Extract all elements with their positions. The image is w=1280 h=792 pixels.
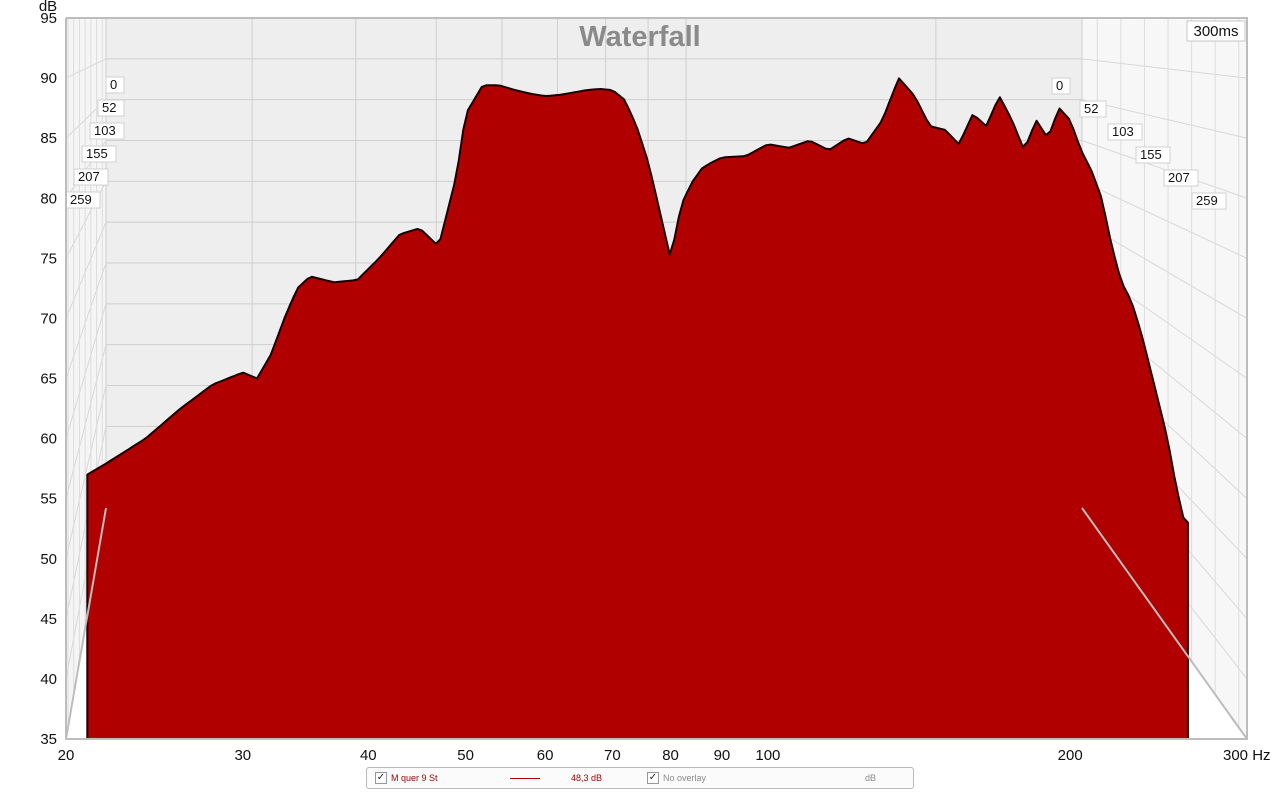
y-tick-label: 80 [40,190,57,207]
depth-axis-labels: 0 0 52 52 103 103 155 155 207 207 259 259 [65,76,1227,210]
measurement-line-swatch [510,778,540,779]
x-tick-label: 20 [58,747,75,764]
depth-label-box [1163,169,1199,187]
depth-label-box [1107,123,1143,141]
measurement-level: 48,3 dB [571,773,603,783]
depth-label-box [1079,100,1107,118]
depth-label: 207 [1168,170,1190,185]
grid-line [65,221,107,319]
grid-line [65,344,107,499]
overlay-unit: dB [865,773,877,783]
depth-label-box [81,145,117,163]
x-tick-label: 90 [714,747,731,764]
x-tick-label: 50 [457,747,474,764]
waterfall-slices [86,77,1189,740]
y-tick-label: 90 [40,70,57,87]
waterfall-slice [86,77,1189,740]
measurement-checkbox[interactable]: ✓ [375,772,387,784]
x-tick-label: 100 [755,747,780,764]
y-tick-label: 60 [40,431,57,448]
y-tick-label: 70 [40,310,57,327]
depth-label-box [1051,77,1071,95]
legend-bar: ✓ M quer 9 St 48,3 dB ✓ No overlay dB [366,767,914,789]
depth-label-box [1191,192,1227,210]
grid-line [1081,58,1248,79]
depth-label: 155 [1140,147,1162,162]
time-range-label: 300ms [1193,23,1238,40]
y-tick-label: 85 [40,130,57,147]
y-tick-label: 40 [40,671,57,688]
depth-label-box [1135,146,1171,164]
x-tick-label: 60 [537,747,554,764]
grid-line [1081,140,1248,199]
overlay-checkbox[interactable]: ✓ [647,772,659,784]
depth-edge-right [1081,507,1248,740]
depth-label: 207 [78,169,100,184]
depth-label: 259 [1196,193,1218,208]
depth-label-box [73,168,109,186]
depth-label: 0 [110,77,117,92]
x-tick-label: 30 [234,747,251,764]
depth-edge-left [65,507,107,740]
y-tick-label: 75 [40,250,57,267]
overlay-label: No overlay [663,773,707,783]
y-tick-label: 50 [40,551,57,568]
y-tick-label: 95 [40,10,57,27]
chart-title: Waterfall [579,21,700,53]
y-tick-label: 35 [40,731,57,748]
depth-label: 155 [86,146,108,161]
measurement-name: M quer 9 St [391,773,438,783]
depth-label: 52 [102,100,116,115]
y-tick-label: 55 [40,491,57,508]
depth-label: 103 [94,123,116,138]
x-tick-label: 80 [662,747,679,764]
grid-line [1081,99,1248,139]
depth-label: 259 [70,192,92,207]
x-tick-label: 300 Hz [1223,747,1271,764]
depth-label: 52 [1084,101,1098,116]
x-tick-label: 70 [604,747,621,764]
depth-label-box [97,99,125,117]
y-tick-label: 45 [40,611,57,628]
grid-line [65,262,107,379]
grid-line [65,385,107,559]
depth-label-box [105,76,125,94]
grid-line [65,58,107,79]
y-tick-label: 65 [40,371,57,388]
x-tick-label: 40 [360,747,377,764]
grid-line [65,426,107,619]
y-axis-label: dB [39,0,57,15]
depth-label: 103 [1112,124,1134,139]
depth-label-box [89,122,125,140]
depth-label: 0 [1056,78,1063,93]
time-range-badge: 300ms [1186,20,1246,42]
x-tick-label: 200 [1058,747,1083,764]
grid-line [1081,180,1248,259]
grid-line [65,303,107,439]
